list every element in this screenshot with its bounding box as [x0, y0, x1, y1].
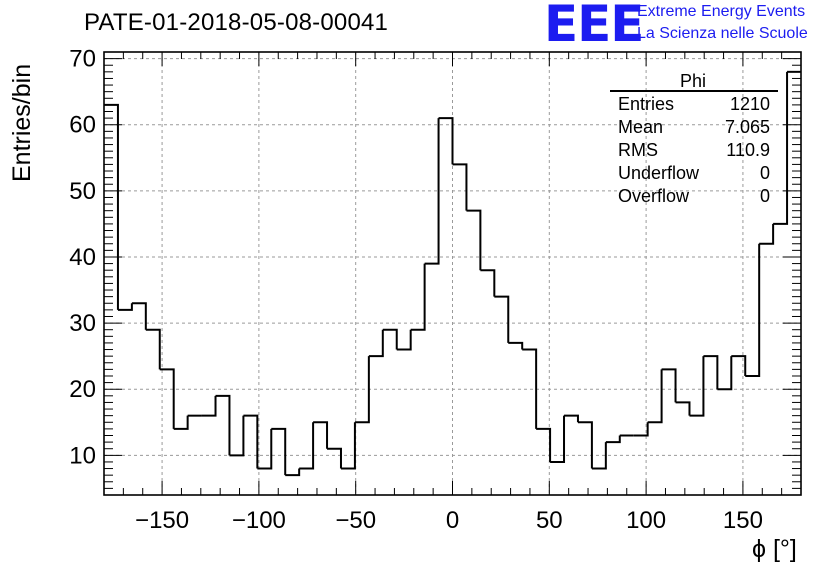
histogram-bin: [550, 415, 566, 463]
histogram-bin: [131, 302, 147, 330]
histogram-bin: [605, 435, 621, 444]
histogram-bin: [368, 329, 384, 358]
x-tick-label: 100: [626, 507, 666, 534]
histogram-bin: [466, 209, 482, 271]
x-tick-label: 50: [536, 507, 563, 534]
stats-row-label: Overflow: [618, 186, 690, 206]
histogram-bin: [271, 427, 287, 476]
histogram-bin: [117, 303, 133, 311]
logo-subtitle-1: Extreme Energy Events: [637, 3, 806, 20]
histogram-bin: [410, 263, 426, 331]
histogram-bin: [299, 422, 315, 470]
stats-row-value: 7.065: [725, 117, 770, 137]
histogram-bin: [633, 422, 649, 437]
histogram-bin: [717, 356, 733, 391]
chart-title: PATE-01-2018-05-08-00041: [84, 9, 389, 36]
histogram-bin: [354, 356, 370, 424]
stats-row-value: 110.9: [726, 140, 770, 160]
x-tick-label: −50: [335, 507, 376, 534]
histogram-bin: [647, 369, 663, 424]
y-tick-label: 20: [69, 376, 96, 403]
stats-box: Phi Entries 1210 Mean 7.065 RMS 110.9 Underflow…: [610, 71, 778, 206]
stats-row-value: 1210: [730, 94, 770, 114]
histogram-bin: [438, 117, 454, 165]
stats-row-label: RMS: [618, 140, 658, 160]
histogram-bin: [159, 368, 175, 429]
histogram-bin: [201, 395, 217, 417]
histogram-bin: [536, 427, 552, 462]
y-tick-label: 10: [69, 442, 96, 469]
logo-subtitle-2: La Scienza nelle Scuole: [637, 25, 808, 42]
histogram-bin: [703, 355, 719, 390]
histogram-bin: [480, 269, 496, 297]
stats-row-label: Mean: [618, 117, 663, 137]
histogram-bin: [564, 414, 579, 423]
y-tick-label: 50: [69, 178, 96, 205]
histogram-bin: [675, 401, 691, 416]
y-tick-label: 60: [69, 112, 96, 139]
histogram-bin: [745, 243, 761, 377]
histogram-bin: [689, 356, 705, 417]
histogram-bin: [313, 421, 329, 449]
histogram-bin: [424, 118, 440, 265]
stats-row-value: 0: [760, 163, 770, 183]
stats-row-label: Entries: [618, 94, 674, 114]
histogram-bin: [173, 415, 189, 430]
histogram-bin: [285, 468, 301, 477]
histogram-bin: [104, 103, 119, 310]
histogram-bin: [494, 295, 510, 343]
histogram-bin: [508, 341, 524, 350]
x-tick-label: −100: [232, 507, 286, 534]
histogram-bin: [243, 414, 259, 469]
histogram-bin: [340, 422, 356, 470]
histogram-bin: [257, 428, 273, 470]
histogram-bin: [215, 394, 231, 456]
histogram-bin: [522, 348, 538, 429]
y-tick-label: 40: [69, 244, 96, 271]
stats-row-label: Underflow: [618, 163, 700, 183]
x-tick-label: 150: [723, 507, 763, 534]
histogram-bin: [452, 163, 468, 211]
x-tick-label: 0: [446, 507, 459, 534]
histogram-bin: [661, 368, 677, 403]
stats-row-value: 0: [760, 186, 770, 206]
x-tick-label: −150: [135, 507, 189, 534]
histogram-bin: [591, 442, 607, 470]
histogram-bin: [229, 415, 245, 457]
x-axis-label: ϕ [°]: [752, 535, 797, 563]
histogram-bin: [327, 447, 342, 469]
histogram-bin: [773, 71, 789, 225]
histogram-bin: [577, 421, 593, 469]
histogram-bin: [731, 355, 747, 376]
histogram-bin: [382, 328, 398, 350]
eee-logo: EEE: [544, 0, 644, 53]
y-tick-label: 30: [69, 310, 96, 337]
histogram-bin: [759, 223, 775, 245]
stats-box-title: Phi: [680, 71, 706, 91]
histogram-bin: [145, 328, 161, 370]
histogram-bin: [396, 329, 412, 351]
y-tick-label: 70: [69, 46, 96, 73]
